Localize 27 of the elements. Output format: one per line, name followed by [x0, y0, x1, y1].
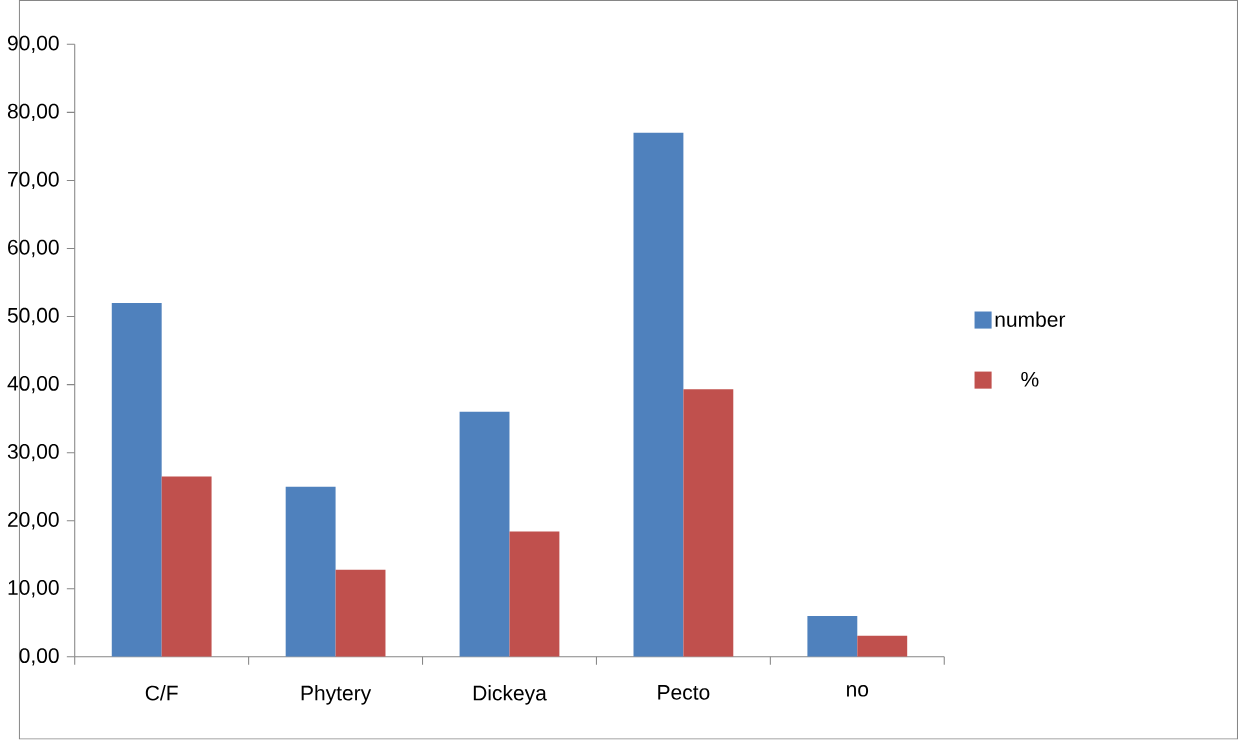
y-tick-label: 50,00: [7, 308, 59, 326]
y-tick-label: 0,00: [19, 648, 59, 666]
bar: [509, 531, 560, 658]
bar: [857, 635, 908, 658]
bar: [161, 476, 212, 658]
y-tick-label: 70,00: [8, 171, 59, 190]
y-tick-label: 60,00: [8, 240, 59, 258]
bar: [807, 616, 858, 658]
bar: [633, 133, 684, 658]
x-tick-label: Dickeya: [473, 685, 547, 705]
x-tick-label: no: [847, 685, 869, 697]
legend-label: %: [1021, 372, 1039, 387]
bar: [683, 389, 734, 658]
x-tick-label: Pecto: [658, 685, 710, 700]
y-tick-label: 90,00: [7, 35, 59, 54]
bar: [285, 486, 336, 658]
bar: [111, 303, 162, 658]
y-tick-label: 10,00: [8, 580, 59, 598]
bar: [459, 412, 510, 658]
legend-label: number: [995, 311, 1066, 328]
y-tick-label: 40,00: [7, 376, 59, 394]
x-tick-label: Phytery: [301, 685, 372, 705]
y-tick-label: 80,00: [7, 103, 59, 122]
y-tick-label: 20,00: [8, 512, 59, 530]
x-tick-label: C/F: [145, 685, 178, 701]
bar: [335, 569, 386, 658]
y-tick-label: 30,00: [7, 444, 59, 462]
